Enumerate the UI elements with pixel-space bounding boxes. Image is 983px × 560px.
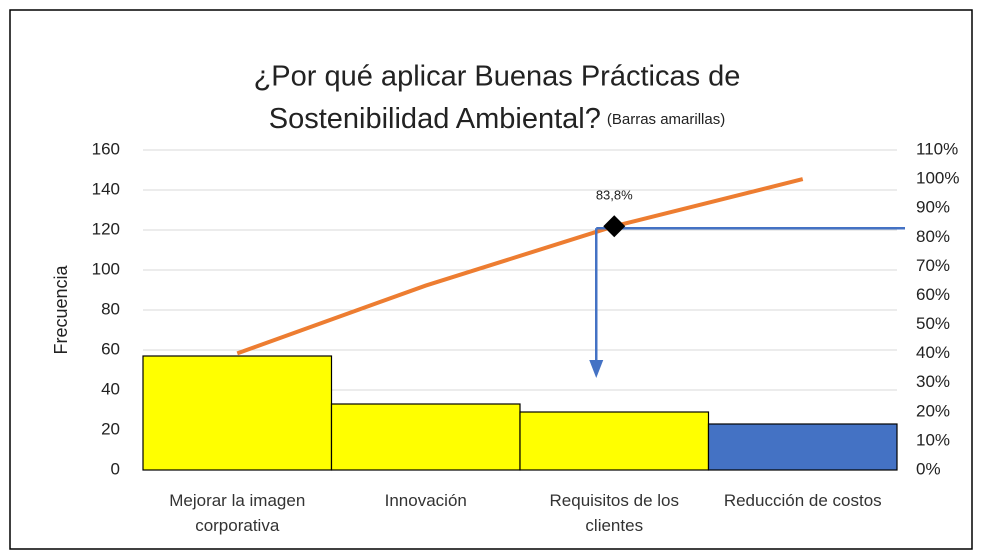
y2-tick-label: 40% bbox=[916, 343, 950, 362]
y2-tick-label: 30% bbox=[916, 372, 950, 391]
y2-tick-label: 70% bbox=[916, 256, 950, 275]
y-tick-label: 160 bbox=[92, 139, 120, 158]
chart-subtitle: (Barras amarillas) bbox=[607, 111, 725, 128]
x-tick-label: Mejorar la imagen corporativa bbox=[169, 491, 306, 535]
bar bbox=[707, 423, 898, 471]
y2-tick-label: 90% bbox=[916, 198, 950, 217]
y2-tick-label: 80% bbox=[916, 227, 950, 246]
y-tick-label: 120 bbox=[92, 219, 120, 238]
y-tick-label: 40 bbox=[101, 379, 120, 398]
chart-title: ¿Por qué aplicar Buenas Prácticas de bbox=[254, 61, 741, 93]
y2-tick-label: 50% bbox=[916, 314, 950, 333]
y-axis-label: Frecuencia bbox=[51, 264, 71, 354]
y-tick-label: 100 bbox=[92, 259, 120, 278]
line-marker bbox=[603, 215, 626, 238]
y2-tick-label: 20% bbox=[916, 401, 950, 420]
y2-tick-label: 0% bbox=[916, 459, 941, 478]
chart-title: Sostenibilidad Ambiental? bbox=[269, 103, 601, 135]
y2-tick-label: 110% bbox=[916, 139, 958, 158]
data-label: 83,8% bbox=[596, 188, 633, 203]
x-tick-label: Requisitos de los clientes bbox=[549, 491, 679, 535]
y2-tick-label: 100% bbox=[916, 169, 959, 188]
x-tick-label: Reducción de costos bbox=[723, 491, 882, 510]
y-tick-label: 20 bbox=[101, 419, 120, 438]
bar bbox=[142, 355, 333, 471]
y2-tick-label: 60% bbox=[916, 285, 950, 304]
cumulative-line bbox=[236, 177, 804, 356]
y-tick-label: 60 bbox=[101, 339, 120, 358]
y-tick-label: 0 bbox=[111, 459, 120, 478]
chart-title-line: Sostenibilidad Ambiental? (Barras amarill… bbox=[269, 103, 725, 135]
y-tick-label: 80 bbox=[101, 299, 120, 318]
x-tick-label: Innovación bbox=[384, 491, 467, 510]
bar bbox=[330, 403, 521, 471]
y-tick-label: 140 bbox=[92, 179, 120, 198]
y2-tick-label: 10% bbox=[916, 430, 950, 449]
annotation-arrowhead bbox=[589, 360, 604, 378]
bar bbox=[519, 411, 710, 471]
